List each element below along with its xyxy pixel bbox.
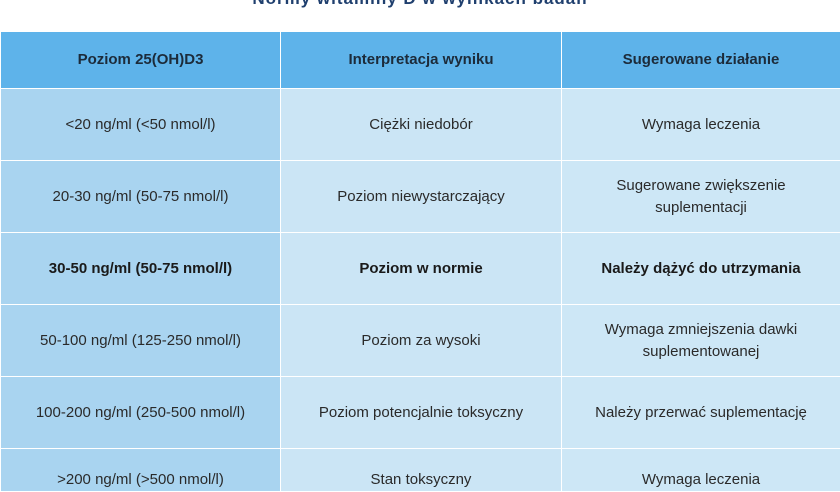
interpretation-cell: Poziom w normie (281, 233, 562, 305)
level-cell: >200 ng/ml (>500 nmol/l) (1, 449, 281, 492)
interpretation-cell: Poziom niewystarczający (281, 161, 562, 233)
table-header-row: Poziom 25(OH)D3 Interpretacja wyniku Sug… (1, 32, 840, 89)
header-interpretation: Interpretacja wyniku (281, 32, 562, 89)
interpretation-cell: Poziom za wysoki (281, 305, 562, 377)
table-row-highlighted: 30-50 ng/ml (50-75 nmol/l) Poziom w norm… (1, 233, 840, 305)
table-row: 50-100 ng/ml (125-250 nmol/l) Poziom za … (1, 305, 840, 377)
vitamin-d-table: Poziom 25(OH)D3 Interpretacja wyniku Sug… (0, 31, 840, 492)
table-row: 20-30 ng/ml (50-75 nmol/l) Poziom niewys… (1, 161, 840, 233)
interpretation-cell: Ciężki niedobór (281, 89, 562, 161)
header-action: Sugerowane działanie (562, 32, 840, 89)
page-title: Normy witaminy D w wynikach badań (0, 0, 840, 11)
level-cell: 30-50 ng/ml (50-75 nmol/l) (1, 233, 281, 305)
action-cell: Należy przerwać suplementację (562, 377, 840, 449)
action-cell: Wymaga zmniejszenia dawki suplementowane… (562, 305, 840, 377)
action-cell: Należy dążyć do utrzymania (562, 233, 840, 305)
action-cell: Sugerowane zwiększenie suplementacji (562, 161, 840, 233)
level-cell: 100-200 ng/ml (250-500 nmol/l) (1, 377, 281, 449)
interpretation-cell: Stan toksyczny (281, 449, 562, 492)
level-cell: <20 ng/ml (<50 nmol/l) (1, 89, 281, 161)
table-row: >200 ng/ml (>500 nmol/l) Stan toksyczny … (1, 449, 840, 492)
table-row: <20 ng/ml (<50 nmol/l) Ciężki niedobór W… (1, 89, 840, 161)
table-row: 100-200 ng/ml (250-500 nmol/l) Poziom po… (1, 377, 840, 449)
header-level: Poziom 25(OH)D3 (1, 32, 281, 89)
action-cell: Wymaga leczenia (562, 449, 840, 492)
interpretation-cell: Poziom potencjalnie toksyczny (281, 377, 562, 449)
level-cell: 50-100 ng/ml (125-250 nmol/l) (1, 305, 281, 377)
level-cell: 20-30 ng/ml (50-75 nmol/l) (1, 161, 281, 233)
action-cell: Wymaga leczenia (562, 89, 840, 161)
